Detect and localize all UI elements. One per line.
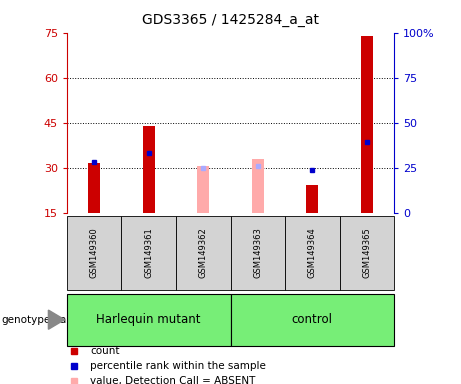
Text: percentile rank within the sample: percentile rank within the sample <box>90 361 266 371</box>
Text: GSM149360: GSM149360 <box>89 228 99 278</box>
Bar <box>306 185 319 213</box>
Bar <box>252 159 264 213</box>
Bar <box>361 36 373 213</box>
Text: GDS3365 / 1425284_a_at: GDS3365 / 1425284_a_at <box>142 13 319 27</box>
Text: GSM149364: GSM149364 <box>308 228 317 278</box>
Text: GSM149362: GSM149362 <box>199 228 208 278</box>
Text: Harlequin mutant: Harlequin mutant <box>96 313 201 326</box>
Text: value, Detection Call = ABSENT: value, Detection Call = ABSENT <box>90 376 255 384</box>
Bar <box>197 167 209 213</box>
Bar <box>88 164 100 213</box>
Text: GSM149363: GSM149363 <box>253 228 262 278</box>
Text: genotype/variation: genotype/variation <box>1 314 100 325</box>
Text: GSM149361: GSM149361 <box>144 228 153 278</box>
Text: control: control <box>292 313 333 326</box>
Bar <box>142 126 155 213</box>
Polygon shape <box>48 310 65 329</box>
Text: count: count <box>90 346 119 356</box>
Text: GSM149365: GSM149365 <box>362 228 372 278</box>
